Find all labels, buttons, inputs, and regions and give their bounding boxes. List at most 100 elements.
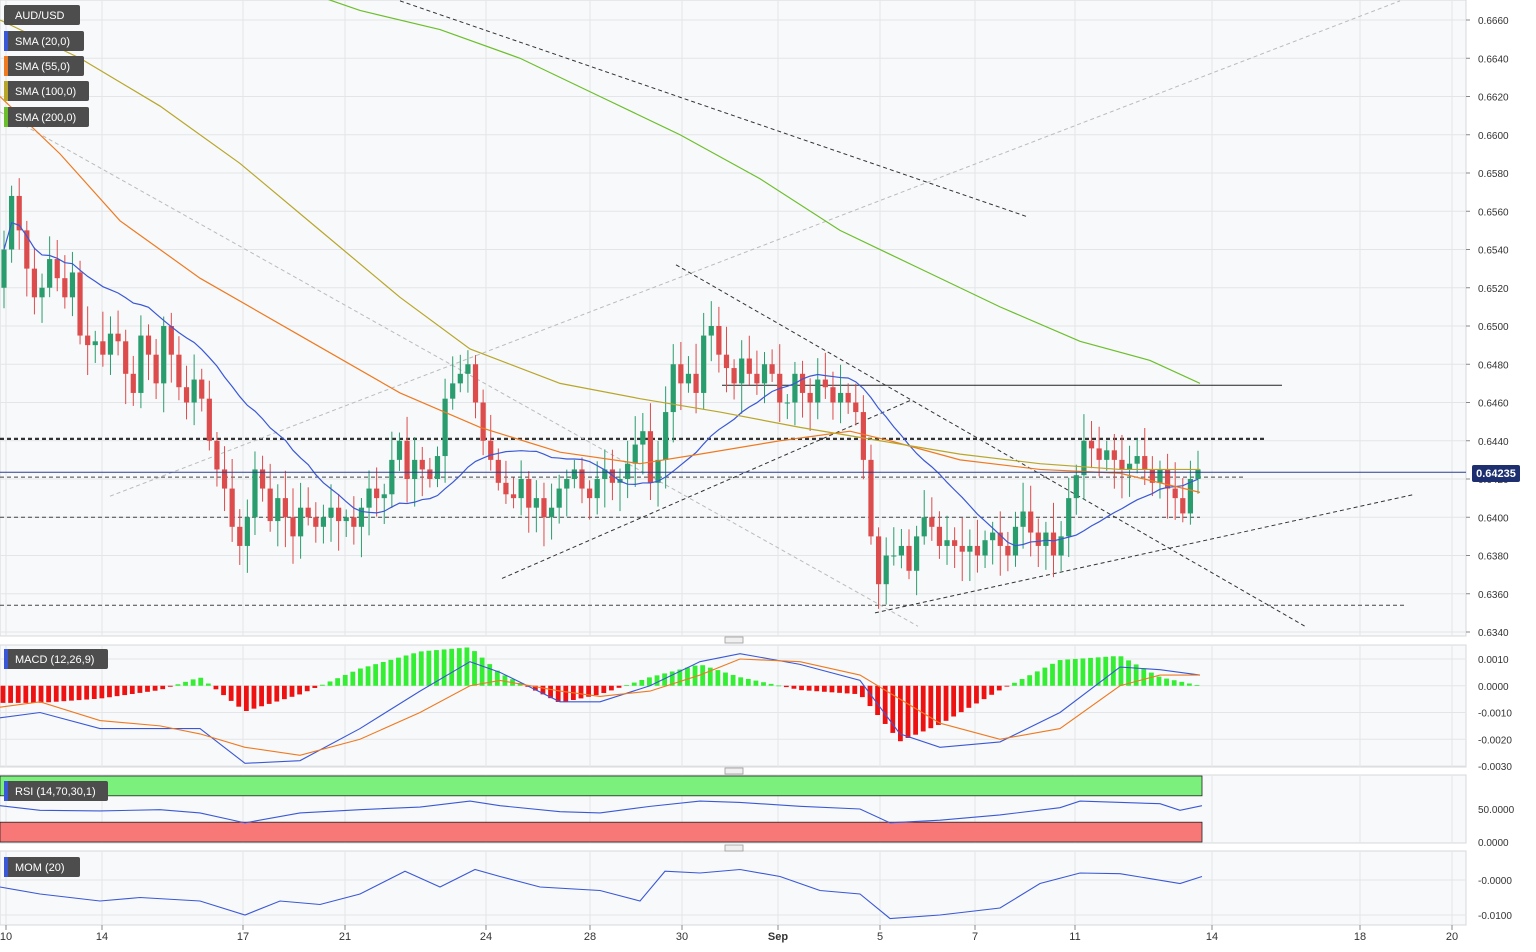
x-tick-label: 14 [1206, 931, 1218, 943]
panel-resize-handles[interactable] [724, 636, 744, 852]
legend-mom-label: MOM (20) [15, 862, 65, 874]
macd-histogram-bar [1050, 663, 1055, 686]
macd-histogram-bar [456, 648, 462, 686]
macd-histogram-bar [53, 685, 59, 702]
candle-body [579, 469, 585, 489]
resize-handle-mom[interactable] [724, 844, 744, 852]
macd-histogram-bar [107, 685, 112, 698]
candle-body [647, 431, 654, 483]
legend-sma200[interactable]: SMA (200,0) [4, 107, 89, 127]
candle-body [176, 354, 182, 388]
macd-histogram-bar [723, 672, 728, 686]
rsi-plot [0, 775, 1203, 843]
candle-body [1157, 469, 1163, 483]
legend-rsi[interactable]: RSI (14,70,30,1) [4, 781, 108, 801]
trendline-down [399, 0, 1029, 218]
price-plot [0, 0, 1466, 609]
legend-mom[interactable]: MOM (20) [4, 857, 80, 877]
legend[interactable]: AUD/USD SMA (20,0) SMA (55,0) SMA (100,0… [4, 5, 108, 877]
y-tick-label: 0.6460 [1478, 399, 1509, 410]
candle-body [1035, 532, 1041, 546]
macd-histogram-bar [677, 669, 683, 686]
macd-histogram-bar [532, 685, 538, 691]
macd-histogram-bar [281, 685, 287, 700]
macd-histogram-bar [1103, 656, 1109, 686]
macd-histogram-bar [844, 685, 850, 694]
candle-body [153, 354, 159, 384]
candle-body [1172, 488, 1178, 499]
macd-histogram-bar [996, 685, 1002, 691]
macd-histogram-bar [1012, 682, 1017, 686]
candle-body [853, 402, 859, 413]
macd-histogram-bar [616, 685, 622, 688]
y-tick-label: 0.6480 [1478, 360, 1509, 371]
candle-body [936, 526, 943, 546]
candle-body [739, 358, 745, 384]
rsi-oversold-zone [0, 821, 1203, 843]
macd-histogram-bar [396, 657, 401, 686]
macd-histogram-bar [69, 685, 74, 701]
y-tick-label: 0.6640 [1478, 54, 1509, 65]
macd-histogram-bar [441, 649, 447, 686]
legend-sma55[interactable]: SMA (55,0) [4, 56, 84, 76]
candle-body [1111, 450, 1117, 460]
candle-body [1149, 469, 1155, 483]
candle-body [898, 545, 905, 556]
macd-histogram-bar [449, 648, 455, 686]
resize-handle-rsi[interactable] [724, 767, 744, 775]
candle-body [237, 526, 243, 546]
macd-histogram-bar [761, 682, 766, 686]
macd-histogram-bar [768, 683, 774, 686]
legend-symbol[interactable]: AUD/USD [4, 5, 80, 25]
macd-histogram-bar [152, 685, 158, 691]
macd-histogram-bar [320, 684, 325, 686]
macd-histogram-bar [966, 685, 972, 708]
macd-histogram-bar [601, 685, 607, 694]
macd-histogram-bar [479, 657, 485, 686]
candle-body [1187, 479, 1193, 514]
x-tick-label: 11 [1069, 931, 1080, 943]
macd-histogram-bar [472, 651, 477, 686]
macd-histogram-bar [1164, 678, 1169, 686]
macd-histogram-bar [905, 685, 911, 738]
macd-histogram-bar [776, 685, 782, 687]
macd-histogram-bar [23, 685, 29, 703]
legend-sma20[interactable]: SMA (20,0) [4, 31, 84, 51]
macd-histogram-bar [350, 671, 356, 686]
macd-histogram-bar [791, 685, 797, 689]
macd-histogram-bar [411, 653, 417, 686]
macd-histogram-bar [890, 685, 896, 733]
macd-histogram-bar [251, 685, 257, 709]
candle-body [845, 392, 851, 403]
macd-histogram-bar [578, 685, 584, 699]
macd-histogram-bar [183, 681, 188, 686]
macd-histogram-bar [114, 685, 120, 697]
macd-histogram-bar [875, 685, 880, 716]
candle-body [24, 230, 30, 269]
macd-histogram-bar [335, 678, 341, 686]
y-tick-label: 0.6660 [1478, 16, 1509, 27]
candle-body [123, 341, 129, 374]
trendline-channel [0, 111, 919, 627]
legend-macd[interactable]: MACD (12,26,9) [4, 649, 108, 669]
candle-body [396, 440, 403, 460]
legend-sma100[interactable]: SMA (100,0) [4, 81, 89, 101]
macd-histogram-bar [198, 677, 204, 686]
macd-histogram-bar [928, 685, 934, 729]
candle-body [1012, 526, 1019, 556]
y-axes: 0.6660 0.6640 0.6620 0.6600 0.6580 0.6560 0.65… [1466, 16, 1515, 922]
candle-body [39, 287, 45, 298]
y-tick-label: 0.6400 [1478, 513, 1509, 524]
y-tick-label: 0.6540 [1478, 246, 1509, 257]
macd-histogram-bar [1095, 657, 1101, 686]
macd-histogram-bar [920, 685, 926, 732]
y-tick-label: 0.6440 [1478, 437, 1509, 448]
macd-histogram-bar [31, 685, 36, 703]
candle-body [1020, 511, 1026, 527]
legend-sma20-label: SMA (20,0) [15, 36, 70, 48]
candle-body [275, 498, 281, 522]
resize-handle-macd[interactable] [724, 636, 744, 644]
candle-body [381, 494, 387, 499]
candle-body [929, 517, 935, 527]
